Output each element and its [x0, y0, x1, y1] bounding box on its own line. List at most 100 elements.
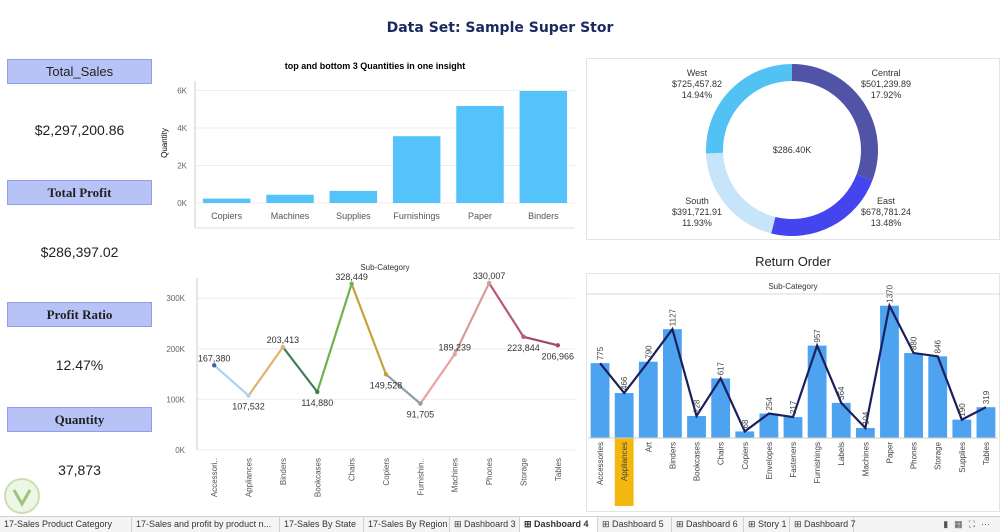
line-segment[interactable] — [385, 373, 422, 405]
return-bar[interactable] — [590, 363, 610, 438]
line-segment[interactable] — [523, 335, 559, 347]
line-point[interactable] — [555, 343, 561, 348]
line-segment[interactable] — [213, 364, 250, 397]
line-point[interactable] — [349, 281, 354, 287]
view-controls[interactable]: ▮▦⛶⋯ — [943, 519, 996, 530]
quantity-bar[interactable] — [329, 190, 378, 203]
line-segment[interactable] — [453, 282, 491, 355]
line-data-label: 330,007 — [473, 271, 506, 281]
line-y-tick: 200K — [166, 345, 185, 354]
return-bar[interactable] — [807, 345, 827, 438]
quantity-bar[interactable] — [202, 198, 251, 203]
sheet-tab[interactable]: 17-Sales Product Category — [0, 517, 132, 532]
watermark-logo — [4, 478, 40, 514]
return-x-tick: Fasteners — [789, 442, 798, 478]
line-point[interactable] — [383, 372, 389, 377]
quantity-bar-chart[interactable]: top and bottom 3 Quantities in one insig… — [155, 55, 580, 240]
return-bar[interactable] — [831, 402, 851, 438]
quantity-bar[interactable] — [519, 90, 568, 203]
line-point[interactable] — [280, 344, 286, 350]
return-bar[interactable] — [687, 415, 706, 438]
return-x-tick: Paper — [885, 442, 894, 464]
fullscreen-icon[interactable]: ⛶ — [968, 519, 981, 529]
quantity-y-tick: 2K — [177, 162, 187, 171]
quantity-bar[interactable] — [456, 105, 504, 203]
line-point[interactable] — [521, 334, 526, 339]
sheet-tab[interactable]: 17-Sales By State — [280, 517, 364, 532]
region-slice[interactable] — [706, 64, 792, 154]
line-segment[interactable] — [282, 346, 319, 393]
region-label-name: South — [685, 196, 709, 206]
return-order-chart[interactable]: Return Order Sub-Category Accessories Appli… — [586, 248, 1000, 512]
sheet-tab[interactable]: ⊞ Dashboard 7 — [790, 517, 856, 532]
return-bar[interactable] — [759, 413, 779, 438]
line-point[interactable] — [418, 401, 423, 406]
region-label-percent: 14.94% — [682, 90, 713, 100]
line-segment[interactable] — [247, 346, 284, 397]
return-data-label: 775 — [596, 346, 605, 360]
line-segment[interactable] — [419, 353, 456, 405]
return-x-tick: Storage — [934, 441, 943, 470]
line-point[interactable] — [211, 363, 217, 368]
line-segment[interactable] — [316, 283, 353, 393]
return-bar[interactable] — [904, 353, 923, 438]
region-label-amount: $391,721.91 — [672, 207, 722, 217]
quantity-x-tick: Binders — [528, 211, 559, 221]
region-label-percent: 11.93% — [682, 218, 712, 228]
sheet-tab[interactable]: ⊞ Dashboard 4 — [520, 517, 598, 532]
kpi-profit-ratio-header: Profit Ratio — [7, 302, 152, 327]
line-point[interactable] — [246, 393, 251, 398]
return-x-tick: Art — [644, 441, 653, 452]
line-data-label: 203,413 — [267, 335, 300, 345]
return-bar[interactable] — [928, 356, 948, 438]
presentation-icon[interactable]: ▮ — [943, 519, 955, 529]
return-bar[interactable] — [614, 393, 634, 438]
quantity-x-tick: Supplies — [336, 211, 371, 221]
line-x-tick: Binders — [279, 458, 288, 485]
grid-icon[interactable]: ▦ — [954, 519, 969, 529]
region-slice[interactable] — [792, 64, 878, 181]
quantity-bar[interactable] — [392, 136, 441, 203]
return-data-label: 617 — [717, 362, 726, 376]
quantity-x-tick: Paper — [468, 211, 492, 221]
return-bar[interactable] — [638, 361, 658, 438]
return-bar[interactable] — [880, 305, 899, 438]
sheet-tab[interactable]: ⊞ Story 1 — [744, 517, 790, 532]
line-data-label: 91,705 — [407, 410, 435, 420]
return-bar[interactable] — [855, 427, 875, 438]
quantity-bar[interactable] — [266, 194, 314, 203]
return-bar[interactable] — [976, 407, 996, 438]
subcategory-line-chart[interactable]: Sub-Category 0K 100K 200K 300K 167,380 Accesso… — [155, 258, 580, 513]
region-label-name: Central — [871, 68, 900, 78]
line-segment[interactable] — [488, 282, 525, 338]
return-bar[interactable] — [783, 417, 803, 438]
return-data-label: 1127 — [668, 308, 677, 326]
line-point[interactable] — [452, 352, 457, 357]
return-data-label: 254 — [765, 397, 774, 411]
quantity-chart-title: top and bottom 3 Quantities in one insig… — [285, 61, 466, 71]
line-segment[interactable] — [350, 283, 388, 375]
return-bar[interactable] — [952, 419, 972, 438]
return-bar[interactable] — [735, 431, 755, 438]
sheet-tab[interactable]: 17-Sales and profit by product n... — [132, 517, 280, 532]
sheet-tab[interactable]: ⊞ Dashboard 3 — [450, 517, 520, 532]
sheet-tab[interactable]: 17-Sales By Region — [364, 517, 450, 532]
return-data-label: 790 — [644, 345, 653, 359]
line-point[interactable] — [486, 280, 492, 286]
return-line[interactable] — [599, 302, 987, 434]
region-slice[interactable] — [771, 174, 873, 236]
sheet-tab[interactable]: ⊞ Dashboard 6 — [672, 517, 744, 532]
quantity-y-tick: 4K — [177, 124, 187, 133]
region-label-name: East — [877, 196, 896, 206]
more-icon[interactable]: ⋯ — [981, 519, 996, 529]
return-bar[interactable] — [663, 329, 682, 438]
kpi-profit-ratio-value: 12.47% — [55, 357, 104, 373]
region-label-percent: 17.92% — [871, 90, 902, 100]
region-slice[interactable] — [706, 152, 776, 234]
line-point[interactable] — [315, 389, 320, 395]
sheet-tab[interactable]: ⊞ Dashboard 5 — [598, 517, 672, 532]
return-x-tick: Machines — [861, 442, 870, 476]
line-data-label: 167,380 — [198, 353, 231, 363]
return-bar[interactable] — [711, 378, 731, 438]
